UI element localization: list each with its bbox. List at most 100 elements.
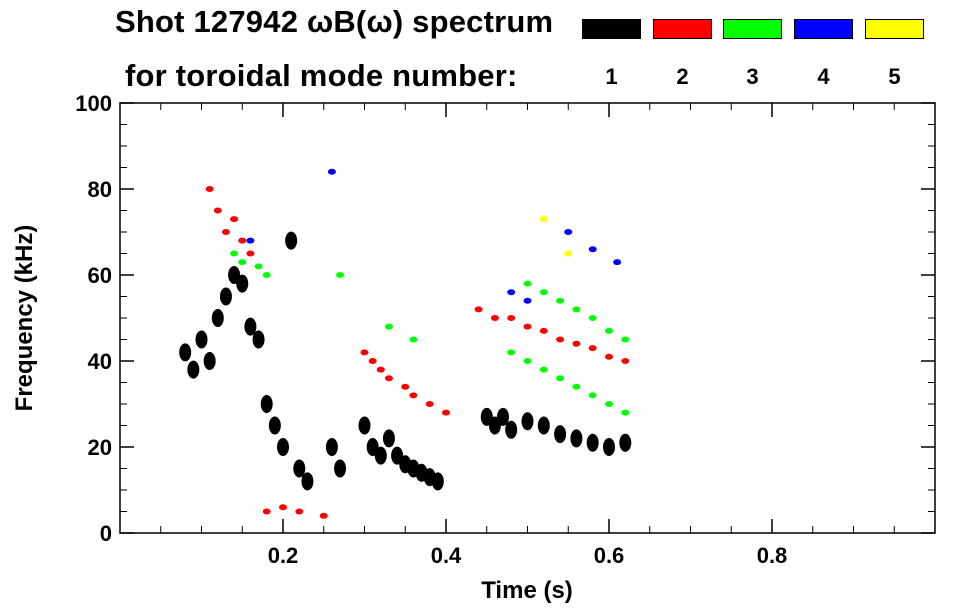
- spectrum-point: [621, 409, 630, 416]
- spectrum-point: [293, 459, 306, 478]
- plot-frame: [119, 102, 936, 534]
- legend-swatch-mode-3: [723, 19, 782, 39]
- spectrum-point: [252, 330, 265, 349]
- spectrum-point: [262, 508, 271, 515]
- spectrum-point: [179, 343, 192, 362]
- spectrum-point: [621, 358, 630, 364]
- spectrum-point: [613, 259, 622, 266]
- spectrum-point: [327, 168, 336, 175]
- spectrum-point: [572, 340, 581, 347]
- spectrum-point: [605, 327, 613, 334]
- spectrum-point: [187, 360, 200, 379]
- spectrum-point: [285, 231, 298, 250]
- x-tick-label: 0.8: [757, 543, 788, 568]
- spectrum-point: [238, 259, 247, 266]
- spectrum-point: [523, 358, 532, 364]
- spectrum-point: [360, 349, 369, 356]
- spectrum-point: [588, 315, 597, 321]
- y-tick-label: 80: [88, 177, 112, 202]
- spectrum-point: [244, 317, 257, 336]
- y-tick-label: 20: [88, 435, 112, 460]
- spectrum-point: [523, 280, 532, 287]
- spectrum-point: [358, 416, 371, 435]
- spectrum-point: [442, 409, 450, 416]
- y-tick-label: 0: [100, 521, 112, 546]
- legend-label-mode-4: 4: [817, 64, 830, 89]
- spectrum-point: [334, 459, 347, 478]
- spectrum-point: [268, 416, 281, 435]
- spectrum-point: [384, 375, 393, 382]
- chart-subtitle: for toroidal mode number:: [125, 58, 518, 93]
- spectrum-point: [523, 323, 532, 330]
- spectrum-point: [539, 327, 548, 334]
- spectrum-point: [382, 429, 395, 448]
- spectrum-point: [588, 392, 597, 399]
- spectrum-point: [523, 297, 532, 304]
- spectrum-point: [295, 508, 304, 515]
- y-tick-label: 40: [88, 349, 112, 374]
- spectrum-point: [537, 416, 550, 435]
- spectrum-point: [603, 438, 615, 456]
- legend-label-mode-3: 3: [746, 64, 759, 89]
- spectrum-point: [376, 366, 385, 373]
- spectrum-point: [497, 407, 510, 426]
- spectrum-point: [507, 315, 516, 321]
- series-mode-1: [179, 231, 632, 491]
- legend-swatch-mode-2: [653, 19, 712, 39]
- spectrum-point: [605, 353, 613, 360]
- legend-swatch-mode-5: [865, 19, 924, 39]
- spectrum-point: [425, 401, 434, 407]
- spectrum-point: [564, 229, 573, 235]
- spectrum-point: [260, 395, 273, 413]
- spectrum-point: [572, 383, 581, 390]
- spectrum-point: [213, 207, 222, 214]
- spectrum-point: [588, 345, 597, 352]
- spectrum-point: [236, 274, 249, 293]
- spectrum-point: [474, 306, 483, 313]
- spectrum-point: [401, 383, 410, 390]
- spectrum-point: [246, 237, 255, 244]
- spectrum-point: [621, 336, 630, 343]
- x-axis-label: Time (s): [481, 577, 573, 604]
- spectrum-point: [246, 250, 255, 257]
- y-axis-label: Frequency (kHz): [11, 225, 38, 412]
- spectrum-point: [219, 287, 232, 306]
- spectrum-point: [505, 420, 518, 439]
- spectrum-point: [556, 297, 565, 304]
- legend-label-mode-1: 1: [605, 64, 618, 89]
- spectrum-point: [409, 392, 418, 399]
- spectrum-point: [564, 250, 573, 257]
- series-mode-5: [539, 216, 573, 257]
- spectrum-point: [203, 352, 216, 370]
- spectrum-point: [539, 366, 548, 373]
- spectrum-point: [301, 472, 314, 491]
- chart-title: Shot 127942 ωB(ω) spectrum: [115, 4, 554, 39]
- spectrum-point: [539, 216, 548, 223]
- spectrum-point: [230, 216, 239, 223]
- spectrum-marks: [179, 168, 632, 519]
- spectrum-point: [572, 306, 581, 313]
- spectrum-point: [539, 289, 548, 296]
- spectrum-point: [325, 438, 338, 456]
- spectrum-point: [384, 323, 393, 330]
- spectrum-point: [588, 246, 597, 253]
- spectrum-point: [490, 315, 499, 321]
- spectrum-point: [507, 289, 516, 296]
- spectrum-point: [586, 433, 599, 452]
- series-mode-2: [205, 186, 630, 519]
- spectrum-point: [556, 375, 565, 382]
- spectrum-point: [336, 272, 345, 278]
- spectrum-point: [507, 349, 516, 356]
- spectrum-point: [195, 330, 208, 349]
- spectrum-point: [431, 472, 444, 491]
- spectrum-point: [409, 336, 418, 343]
- y-tick-label: 60: [88, 263, 112, 288]
- y-tick-label: 100: [75, 91, 112, 116]
- series-mode-4: [246, 168, 622, 304]
- x-tick-label: 0.2: [268, 543, 299, 568]
- spectrum-point: [619, 433, 632, 452]
- spectrum-point: [521, 412, 534, 431]
- spectrum-point: [279, 504, 287, 511]
- spectrum-point: [556, 336, 565, 343]
